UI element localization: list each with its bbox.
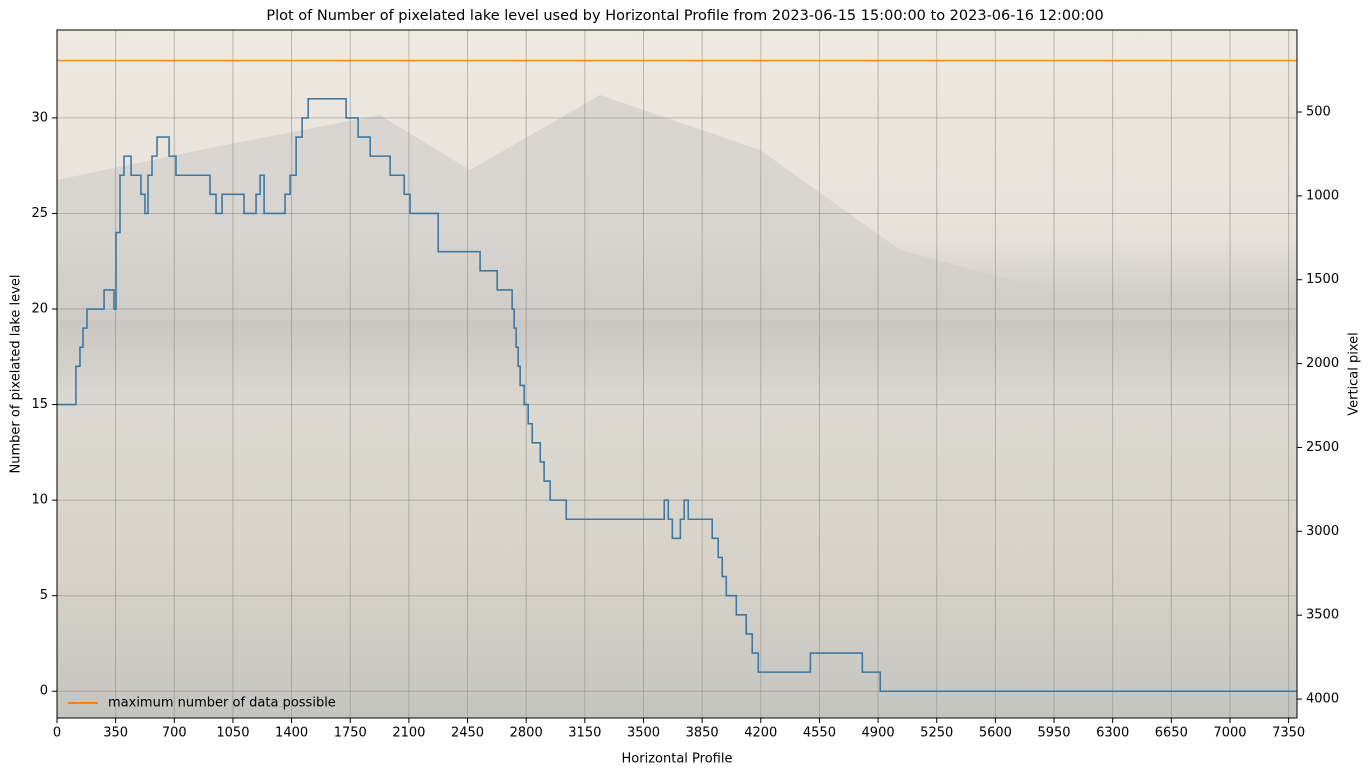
- y-tick-label: 10: [31, 493, 48, 508]
- x-tick-label: 5950: [1037, 726, 1070, 741]
- y2-tick-label: 2500: [1306, 440, 1339, 455]
- x-tick-label: 2450: [451, 726, 484, 741]
- x-tick-label: 3150: [568, 726, 601, 741]
- legend-label: maximum number of data possible: [108, 696, 336, 711]
- y2-tick-label: 1500: [1306, 272, 1339, 287]
- y2-tick-label: 3500: [1306, 608, 1339, 623]
- chart-title: Plot of Number of pixelated lake level u…: [266, 8, 1103, 24]
- x-tick-label: 3500: [627, 726, 660, 741]
- x-tick-label: 4200: [744, 726, 777, 741]
- x-tick-label: 1400: [275, 726, 308, 741]
- y2-axis-label: Vertical pixel: [1347, 332, 1362, 416]
- y-tick-label: 5: [40, 588, 48, 603]
- x-tick-label: 2800: [510, 726, 543, 741]
- x-tick-label: 0: [53, 726, 61, 741]
- x-tick-label: 5250: [920, 726, 953, 741]
- x-tick-label: 1050: [216, 726, 249, 741]
- x-tick-label: 4900: [862, 726, 895, 741]
- y-axis-label: Number of pixelated lake level: [9, 275, 24, 474]
- y2-tick-label: 2000: [1306, 356, 1339, 371]
- y2-tick-label: 3000: [1306, 524, 1339, 539]
- x-tick-label: 350: [103, 726, 128, 741]
- x-tick-label: 4550: [803, 726, 836, 741]
- y-tick-label: 0: [40, 684, 48, 699]
- y-tick-label: 15: [31, 397, 48, 412]
- y2-tick-label: 1000: [1306, 188, 1339, 203]
- x-tick-label: 7000: [1213, 726, 1246, 741]
- x-tick-label: 700: [162, 726, 187, 741]
- x-tick-label: 6650: [1155, 726, 1188, 741]
- x-tick-label: 3850: [686, 726, 719, 741]
- data-line: [57, 98, 1297, 693]
- y2-tick-label: 4000: [1306, 692, 1339, 707]
- x-axis-label: Horizontal Profile: [622, 752, 733, 767]
- y2-tick-label: 500: [1306, 105, 1331, 120]
- x-tick-label: 5600: [979, 726, 1012, 741]
- plot-frame: [56, 29, 1298, 719]
- y-tick-label: 30: [31, 110, 48, 125]
- x-tick-label: 2100: [392, 726, 425, 741]
- x-tick-label: 7350: [1272, 726, 1305, 741]
- background-mountains: [57, 95, 1297, 320]
- y-tick-label: 20: [31, 302, 48, 317]
- x-tick-label: 1750: [334, 726, 367, 741]
- y-tick-label: 25: [31, 206, 48, 221]
- x-tick-label: 6300: [1096, 726, 1129, 741]
